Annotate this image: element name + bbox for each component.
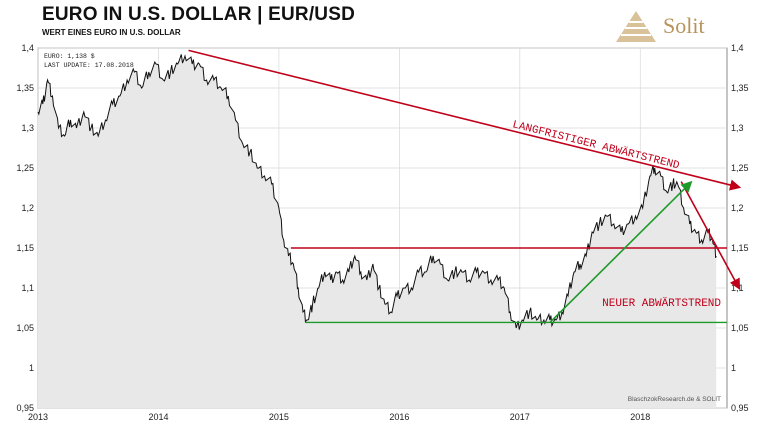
y-tick-label-left: 1,15 bbox=[16, 243, 34, 253]
chart-subtitle: WERT EINES EURO IN U.S. DOLLAR bbox=[42, 28, 181, 37]
trend-arrow bbox=[549, 180, 693, 323]
trend-label-new: NEUER ABWÄRTSTREND bbox=[602, 297, 721, 310]
y-tick-label-left: 1,25 bbox=[16, 163, 34, 173]
y-tick-label-right: 1,15 bbox=[731, 243, 749, 253]
y-tick-label-right: 1 bbox=[731, 363, 736, 373]
chart-title: EURO IN U.S. DOLLAR | EUR/USD bbox=[42, 4, 356, 25]
x-tick-label: 2018 bbox=[630, 412, 650, 422]
y-tick-label-left: 0,95 bbox=[16, 403, 34, 413]
x-tick-label: 2016 bbox=[389, 412, 409, 422]
info-last-update: LAST UPDATE: 17.08.2018 bbox=[44, 62, 134, 69]
x-tick-label: 2014 bbox=[148, 412, 168, 422]
y-tick-label-left: 1,35 bbox=[16, 83, 34, 93]
y-tick-label-right: 1,25 bbox=[731, 163, 749, 173]
x-tick-label: 2013 bbox=[28, 412, 48, 422]
y-tick-label-left: 1,4 bbox=[21, 43, 34, 53]
y-tick-label-right: 1,2 bbox=[731, 203, 744, 213]
y-tick-label-left: 1,05 bbox=[16, 323, 34, 333]
trend-arrow bbox=[188, 49, 742, 191]
logo-text: Solit bbox=[663, 13, 705, 38]
credit-text: BlaschzokResearch.de & SOLIT bbox=[628, 396, 721, 403]
y-tick-label-right: 1,3 bbox=[731, 123, 744, 133]
series-line bbox=[37, 54, 717, 330]
y-tick-label-right: 1,35 bbox=[731, 83, 749, 93]
y-tick-label-right: 1,05 bbox=[731, 323, 749, 333]
y-tick-label-left: 1,2 bbox=[21, 203, 34, 213]
y-tick-label-right: 0,95 bbox=[731, 403, 749, 413]
x-tick-label: 2015 bbox=[269, 412, 289, 422]
info-price: EURO: 1,138 $ bbox=[44, 53, 95, 60]
y-tick-label-left: 1,3 bbox=[21, 123, 34, 133]
trend-arrow bbox=[680, 181, 741, 290]
solit-logo: Solit bbox=[613, 8, 758, 46]
y-tick-label-right: 1,4 bbox=[731, 43, 744, 53]
y-tick-label-left: 1 bbox=[29, 363, 34, 373]
y-tick-label-left: 1,1 bbox=[21, 283, 34, 293]
x-tick-label: 2017 bbox=[510, 412, 530, 422]
pyramid-icon bbox=[616, 11, 656, 42]
